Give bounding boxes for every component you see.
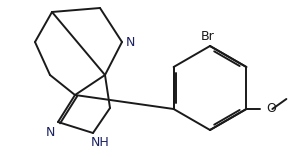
Text: Br: Br	[201, 30, 215, 43]
Text: N: N	[125, 35, 135, 49]
Text: N: N	[45, 125, 55, 138]
Text: O: O	[266, 103, 276, 116]
Text: NH: NH	[91, 136, 109, 149]
